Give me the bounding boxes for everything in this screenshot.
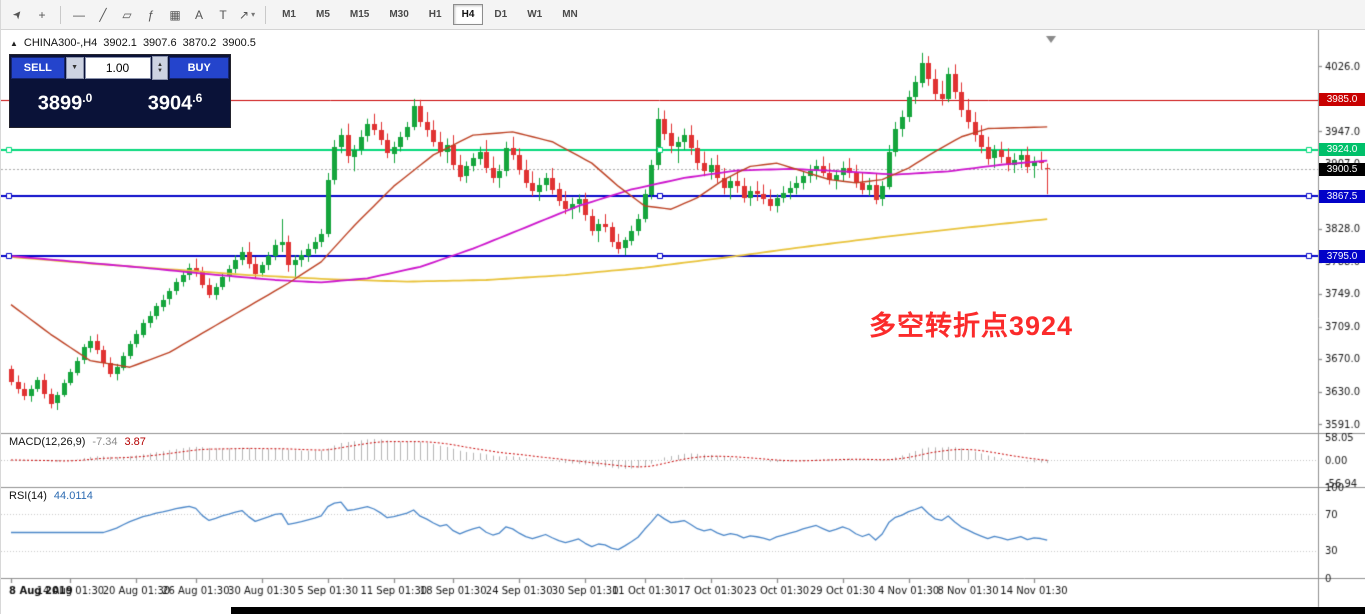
equidistant-channel-tool-icon: ▱ xyxy=(122,7,132,22)
crosshair-tool-icon: + xyxy=(38,7,46,22)
buy-button[interactable]: BUY xyxy=(169,56,229,79)
equidistant-channel-tool[interactable]: ▱ xyxy=(116,4,138,26)
price-line-badge: 3867.5 xyxy=(1319,189,1365,203)
arrows-tool[interactable]: ↗ ▾ xyxy=(236,4,258,26)
symbol-period: CHINA300-,H4 xyxy=(23,37,98,49)
macd-main-value: -7.34 xyxy=(92,436,118,448)
ohlc-low: 3870.2 xyxy=(182,37,217,49)
volume-input[interactable] xyxy=(84,56,151,79)
timeframe-button-d1[interactable]: D1 xyxy=(485,4,516,25)
timeframe-button-h4[interactable]: H4 xyxy=(452,4,484,25)
one-click-trading-panel: SELL ▼ ▲▼ BUY 3899.0 3904.6 xyxy=(9,54,231,128)
timeframe-button-mn[interactable]: MN xyxy=(553,4,587,25)
current-price-badge: 3900.5 xyxy=(1319,162,1365,176)
toolbar-separator xyxy=(60,5,61,24)
cursor-tool-icon: ➤ xyxy=(10,7,26,23)
stepper-up-icon[interactable]: ▲ xyxy=(156,61,163,68)
ohlc-open: 3902.1 xyxy=(103,37,137,49)
quote-prices-row: 3899.0 3904.6 xyxy=(10,80,230,126)
label-tool-icon: T xyxy=(219,7,227,22)
trendline-tool-icon: ╱ xyxy=(99,7,107,22)
timeframe-button-w1[interactable]: W1 xyxy=(518,4,551,25)
horizontal-line-tool-icon: — xyxy=(73,7,85,22)
crosshair-tool[interactable]: + xyxy=(31,4,53,26)
macd-signal-value: 3.87 xyxy=(124,436,146,448)
toolbar-separator xyxy=(265,5,267,24)
cursor-tool[interactable]: ➤ xyxy=(7,4,29,26)
buy-price: 3904.6 xyxy=(147,90,203,115)
taskbar-edge-strip xyxy=(231,607,1365,614)
trendline-tool[interactable]: ╱ xyxy=(92,4,114,26)
timeframe-button-h1[interactable]: H1 xyxy=(420,4,451,25)
volume-dropdown-button[interactable]: ▼ xyxy=(65,56,84,79)
ohlc-close: 3900.5 xyxy=(222,37,256,49)
text-tool-icon: A xyxy=(194,7,203,22)
fibonacci-tool-icon: ƒ xyxy=(147,7,155,22)
chevron-down-icon: ▼ xyxy=(71,64,79,71)
rsi-value: 44.0114 xyxy=(53,490,93,502)
chart-annotation-text[interactable]: 多空转折点3924 xyxy=(869,311,1074,341)
timeframe-button-m30[interactable]: M30 xyxy=(380,4,417,25)
arrows-tool-icon: ↗ xyxy=(239,7,250,22)
fibonacci-tool[interactable]: ƒ xyxy=(140,4,162,26)
label-tool[interactable]: T xyxy=(212,4,234,26)
timeframe-group: M1 M5 M15 M30 H1 H4 D1 W1 MN xyxy=(272,4,588,25)
price-line-badge: 3924.0 xyxy=(1319,143,1365,157)
timeframe-button-m15[interactable]: M15 xyxy=(341,4,378,25)
sell-button[interactable]: SELL xyxy=(11,56,65,79)
ohlc-high: 3907.6 xyxy=(142,37,177,49)
indicators-grid-tool[interactable]: ▦ xyxy=(164,4,186,26)
indicators-grid-tool-icon: ▦ xyxy=(169,7,181,22)
rsi-label: RSI(14) 44.0114 xyxy=(9,490,93,502)
chevron-down-icon: ▾ xyxy=(251,10,256,19)
price-line-badge: 3985.0 xyxy=(1319,93,1365,107)
timeframe-button-m5[interactable]: M5 xyxy=(307,4,339,25)
macd-label: MACD(12,26,9) -7.34 3.87 xyxy=(9,436,146,448)
text-tool[interactable]: A xyxy=(188,4,210,26)
timeframe-button-m1[interactable]: M1 xyxy=(273,4,305,25)
horizontal-line-tool[interactable]: — xyxy=(68,4,90,26)
trade-controls-row: SELL ▼ ▲▼ BUY xyxy=(10,55,230,80)
drawing-tools-group: ➤ + — ╱ ▱ ƒ ▦ A T ↗ ▾ xyxy=(6,4,272,26)
chart-symbol-header: ▲ CHINA300-,H4 3902.1 3907.6 3870.2 3900… xyxy=(10,37,256,49)
collapse-panel-icon[interactable]: ▲ xyxy=(10,38,18,48)
toolbar: ➤ + — ╱ ▱ ƒ ▦ A T ↗ ▾ M1 M5 M15 M30 H1 H4 D1 W1 MN xyxy=(1,0,1365,30)
volume-stepper[interactable]: ▲ ▼ xyxy=(151,55,169,80)
stepper-down-icon[interactable]: ▼ xyxy=(156,67,163,74)
price-line-badge: 3795.0 xyxy=(1319,249,1365,263)
sell-price: 3899.0 xyxy=(37,90,93,115)
